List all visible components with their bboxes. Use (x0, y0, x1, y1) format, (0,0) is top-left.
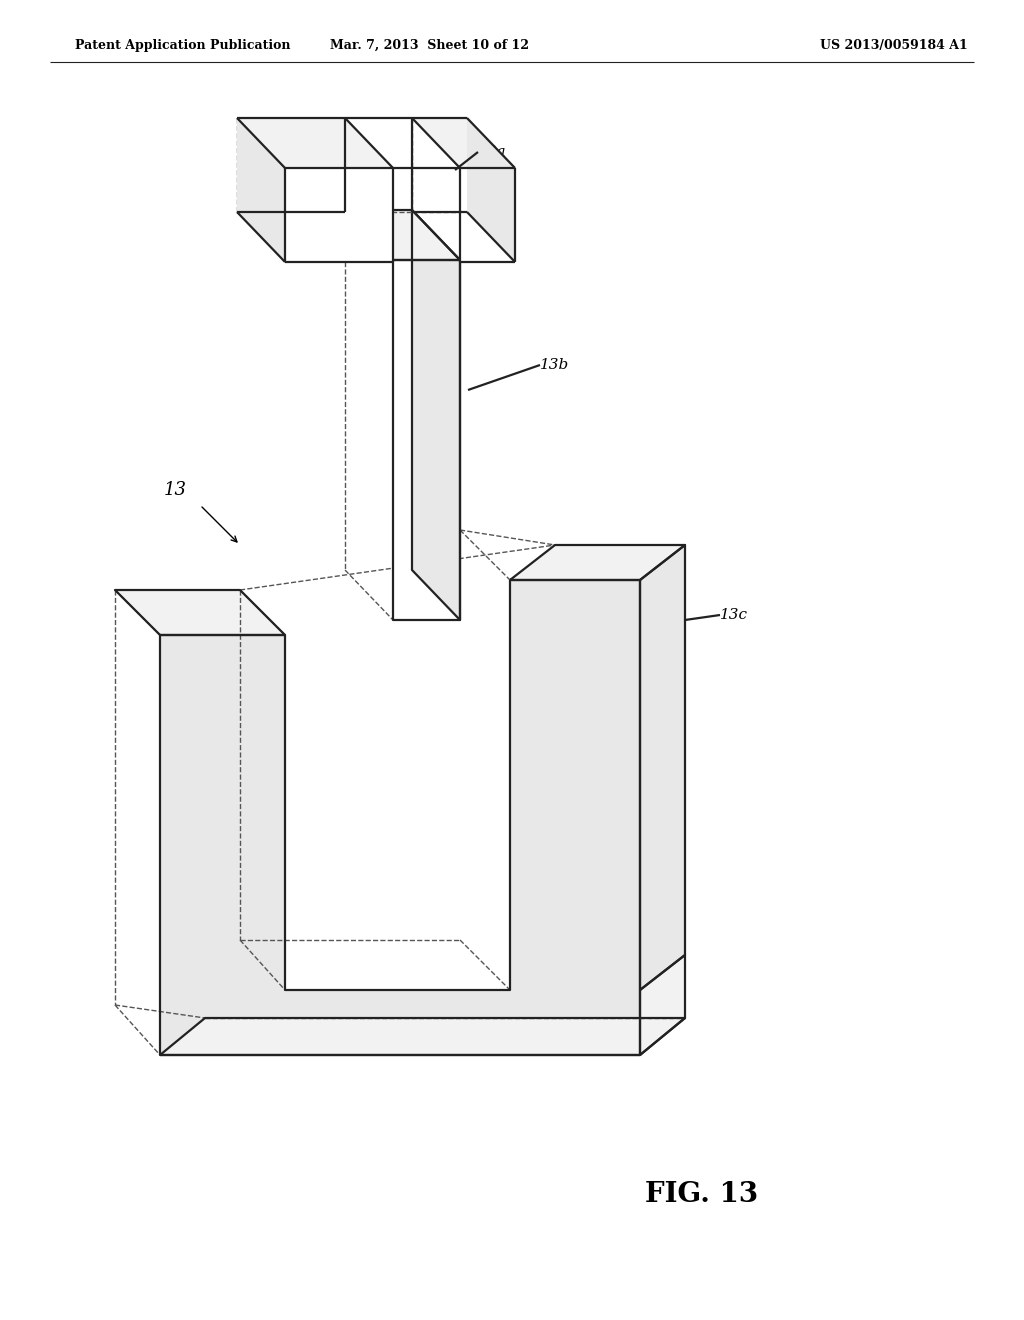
Text: 13b: 13b (540, 358, 569, 372)
Text: 13a: 13a (478, 145, 507, 158)
Polygon shape (467, 117, 515, 261)
Text: Patent Application Publication: Patent Application Publication (75, 38, 291, 51)
Text: FIG. 13: FIG. 13 (645, 1181, 758, 1209)
Polygon shape (237, 117, 393, 168)
Polygon shape (640, 954, 685, 1055)
Polygon shape (285, 168, 393, 261)
Text: 13: 13 (164, 480, 186, 499)
Polygon shape (345, 210, 460, 260)
Text: Mar. 7, 2013  Sheet 10 of 12: Mar. 7, 2013 Sheet 10 of 12 (331, 38, 529, 51)
Text: 13c: 13c (720, 609, 748, 622)
Polygon shape (412, 210, 460, 620)
Polygon shape (460, 168, 515, 261)
Polygon shape (510, 545, 685, 579)
Polygon shape (115, 590, 285, 635)
Polygon shape (393, 260, 460, 620)
Polygon shape (160, 579, 640, 1055)
Text: US 2013/0059184 A1: US 2013/0059184 A1 (820, 38, 968, 51)
Polygon shape (640, 545, 685, 990)
Polygon shape (160, 1018, 685, 1055)
Polygon shape (237, 117, 285, 261)
Polygon shape (412, 117, 515, 168)
